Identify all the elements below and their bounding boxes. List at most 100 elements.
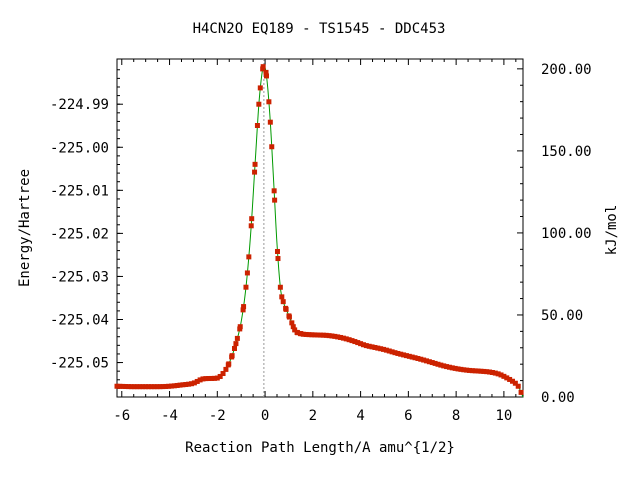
data-point bbox=[171, 383, 177, 389]
data-point bbox=[271, 188, 277, 194]
data-point bbox=[426, 359, 432, 365]
data-point bbox=[148, 384, 154, 390]
data-point bbox=[211, 375, 217, 381]
data-point bbox=[372, 344, 378, 350]
data-point bbox=[317, 332, 323, 338]
data-point bbox=[263, 69, 269, 75]
x-tick-label: 4 bbox=[356, 408, 364, 424]
data-point bbox=[515, 383, 521, 389]
data-point bbox=[256, 101, 262, 107]
data-point bbox=[401, 352, 407, 358]
data-point bbox=[492, 370, 498, 376]
data-point bbox=[512, 380, 518, 386]
data-point bbox=[229, 353, 235, 359]
data-point bbox=[292, 327, 298, 333]
data-point bbox=[507, 376, 513, 382]
data-point bbox=[237, 326, 243, 332]
data-point bbox=[154, 384, 160, 390]
data-point bbox=[294, 329, 300, 335]
y2-tick-label: 50.00 bbox=[541, 308, 583, 324]
data-point bbox=[375, 345, 381, 351]
data-point bbox=[220, 371, 226, 377]
data-point bbox=[467, 367, 472, 373]
data-point bbox=[269, 144, 275, 150]
data-point bbox=[209, 375, 215, 381]
data-point bbox=[326, 333, 332, 339]
data-point bbox=[498, 372, 504, 378]
data-point bbox=[381, 346, 387, 352]
data-point bbox=[446, 364, 452, 370]
data-point bbox=[266, 99, 272, 105]
data-point bbox=[444, 364, 450, 370]
y-axis-label: Energy/Hartree bbox=[17, 169, 33, 287]
data-point bbox=[243, 284, 249, 290]
data-point bbox=[340, 335, 346, 341]
series-layer bbox=[114, 64, 524, 398]
data-point bbox=[478, 368, 484, 374]
data-point bbox=[168, 383, 174, 389]
data-point bbox=[183, 382, 189, 388]
data-point bbox=[449, 365, 455, 371]
data-point bbox=[272, 197, 278, 203]
data-point bbox=[206, 376, 212, 382]
data-point bbox=[203, 376, 209, 382]
y-tick-label: -225.01 bbox=[50, 183, 109, 199]
data-point bbox=[352, 339, 358, 345]
data-point bbox=[461, 367, 467, 373]
data-point bbox=[383, 347, 389, 353]
data-point bbox=[197, 377, 203, 383]
data-point bbox=[279, 294, 285, 300]
data-point bbox=[395, 350, 401, 356]
data-point bbox=[244, 270, 250, 276]
x-tick-label: 10 bbox=[495, 408, 512, 424]
data-point bbox=[343, 336, 349, 342]
data-point bbox=[415, 355, 421, 361]
data-point bbox=[151, 384, 157, 390]
data-point bbox=[306, 332, 312, 338]
data-point bbox=[117, 383, 123, 389]
data-point bbox=[140, 384, 146, 390]
data-point bbox=[298, 331, 304, 337]
data-point bbox=[186, 381, 192, 387]
data-point bbox=[332, 333, 338, 339]
y-axis-ticks: -224.99 -225.00 -225.01 -225.02 -225.03 -225.… bbox=[50, 69, 123, 389]
data-point bbox=[412, 355, 418, 361]
data-point bbox=[264, 73, 269, 79]
data-point bbox=[289, 320, 295, 326]
data-point bbox=[274, 248, 280, 254]
y-tick-label: -225.05 bbox=[50, 356, 109, 372]
x-tick-label: 6 bbox=[404, 408, 412, 424]
y2-tick-label: 150.00 bbox=[541, 144, 592, 160]
data-point bbox=[329, 333, 335, 339]
y2-axis-label: kJ/mol bbox=[604, 205, 620, 256]
data-point bbox=[275, 256, 281, 262]
y2-tick-label: 200.00 bbox=[541, 62, 592, 78]
data-point bbox=[398, 351, 404, 357]
data-point bbox=[233, 341, 239, 347]
y-tick-label: -225.00 bbox=[50, 140, 109, 156]
data-point bbox=[358, 341, 364, 347]
data-point bbox=[114, 383, 120, 389]
data-point bbox=[248, 223, 254, 229]
data-point bbox=[120, 383, 126, 389]
data-point bbox=[309, 332, 315, 338]
data-point bbox=[166, 383, 172, 389]
y2-tick-label: 100.00 bbox=[541, 226, 592, 242]
data-point bbox=[338, 334, 344, 340]
data-point bbox=[441, 363, 447, 369]
x-tick-label: 2 bbox=[309, 408, 317, 424]
data-point bbox=[240, 307, 246, 313]
data-point bbox=[234, 335, 240, 341]
data-point bbox=[509, 378, 515, 384]
data-point bbox=[489, 370, 495, 375]
data-point bbox=[464, 367, 470, 373]
y-tick-label: -225.03 bbox=[50, 269, 109, 285]
data-point bbox=[290, 324, 296, 330]
data-point bbox=[214, 375, 220, 381]
data-point bbox=[355, 340, 361, 346]
data-point bbox=[137, 384, 143, 390]
data-point bbox=[143, 384, 149, 390]
data-point bbox=[369, 344, 375, 350]
data-point bbox=[163, 383, 169, 389]
